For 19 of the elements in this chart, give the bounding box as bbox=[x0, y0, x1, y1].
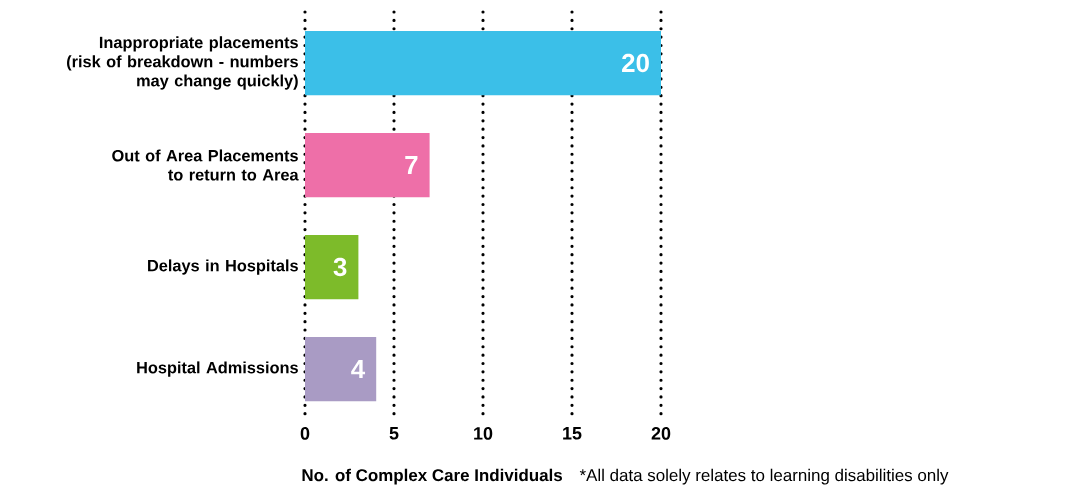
x-tick-label: 15 bbox=[563, 427, 582, 440]
data-label: 3 bbox=[333, 257, 347, 277]
bar bbox=[305, 132, 430, 198]
data-label: 20 bbox=[622, 53, 649, 73]
x-tick-label: 0 bbox=[300, 427, 310, 440]
bar bbox=[305, 336, 377, 402]
y-tick-label: Delays in Hospitals bbox=[148, 259, 298, 275]
bar bbox=[305, 234, 359, 300]
x-axis-title: No. of Complex Care Individuals bbox=[302, 468, 562, 485]
data-label: 4 bbox=[351, 360, 366, 378]
x-tick-label: 20 bbox=[651, 427, 671, 440]
data-label: 7 bbox=[405, 156, 418, 174]
x-tick-label: 5 bbox=[389, 427, 399, 440]
y-tick-label: Inappropriate placements (risk of breakdown - numbers may change quickly) bbox=[67, 36, 298, 90]
text: *All data solely relates to learning disabilities only bbox=[579, 468, 949, 485]
x-tick-label: 10 bbox=[474, 427, 493, 440]
y-tick-label: Hospital Admissions bbox=[137, 361, 298, 377]
y-tick-label: Out of Area Placements to return to Area bbox=[112, 149, 299, 181]
bar bbox=[305, 30, 661, 96]
